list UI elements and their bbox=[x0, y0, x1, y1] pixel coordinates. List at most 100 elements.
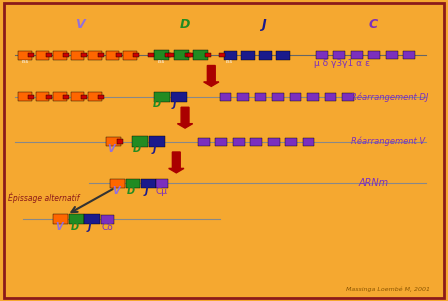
Text: J: J bbox=[145, 186, 148, 196]
Text: D: D bbox=[70, 222, 78, 231]
FancyBboxPatch shape bbox=[88, 51, 102, 60]
Text: D: D bbox=[180, 18, 190, 31]
Text: C: C bbox=[369, 18, 378, 31]
FancyBboxPatch shape bbox=[250, 138, 262, 146]
Text: Épissage alternatif: Épissage alternatif bbox=[8, 193, 79, 203]
FancyBboxPatch shape bbox=[149, 136, 165, 147]
Bar bbox=[28, 53, 34, 57]
Text: Cμ: Cμ bbox=[156, 187, 168, 196]
FancyBboxPatch shape bbox=[237, 93, 249, 101]
Text: V: V bbox=[112, 186, 120, 196]
FancyBboxPatch shape bbox=[324, 93, 336, 101]
FancyBboxPatch shape bbox=[53, 51, 67, 60]
Bar bbox=[168, 53, 174, 57]
FancyBboxPatch shape bbox=[71, 92, 84, 101]
FancyBboxPatch shape bbox=[198, 138, 210, 146]
Text: V: V bbox=[56, 222, 63, 231]
FancyBboxPatch shape bbox=[154, 92, 170, 102]
Text: Réarrangement V: Réarrangement V bbox=[351, 137, 425, 146]
FancyBboxPatch shape bbox=[71, 51, 84, 60]
Text: ARNm: ARNm bbox=[358, 178, 388, 188]
FancyBboxPatch shape bbox=[154, 50, 169, 60]
FancyBboxPatch shape bbox=[303, 138, 314, 146]
Bar bbox=[81, 95, 86, 99]
FancyBboxPatch shape bbox=[101, 215, 114, 224]
FancyBboxPatch shape bbox=[289, 93, 302, 101]
FancyBboxPatch shape bbox=[285, 138, 297, 146]
Bar bbox=[133, 53, 139, 57]
Text: V: V bbox=[75, 18, 85, 31]
Bar bbox=[46, 53, 52, 57]
FancyBboxPatch shape bbox=[259, 51, 272, 60]
FancyBboxPatch shape bbox=[36, 51, 49, 60]
FancyBboxPatch shape bbox=[307, 93, 319, 101]
Text: D: D bbox=[153, 99, 161, 109]
FancyArrow shape bbox=[177, 107, 193, 128]
Bar bbox=[165, 53, 172, 57]
Bar bbox=[98, 53, 104, 57]
FancyBboxPatch shape bbox=[125, 178, 140, 188]
FancyBboxPatch shape bbox=[333, 51, 345, 59]
FancyBboxPatch shape bbox=[171, 92, 187, 102]
FancyBboxPatch shape bbox=[110, 178, 125, 188]
FancyBboxPatch shape bbox=[123, 51, 137, 60]
Bar bbox=[187, 53, 194, 57]
Text: rss: rss bbox=[157, 59, 164, 64]
FancyBboxPatch shape bbox=[53, 214, 68, 224]
Bar bbox=[219, 53, 225, 57]
Bar bbox=[28, 95, 34, 99]
FancyBboxPatch shape bbox=[386, 51, 397, 59]
FancyBboxPatch shape bbox=[156, 179, 168, 188]
Bar bbox=[98, 95, 104, 99]
FancyBboxPatch shape bbox=[276, 51, 289, 60]
FancyBboxPatch shape bbox=[220, 93, 232, 101]
Bar bbox=[46, 95, 52, 99]
Text: Réarrangement DJ: Réarrangement DJ bbox=[351, 92, 429, 101]
Text: Cδ: Cδ bbox=[101, 222, 113, 231]
FancyBboxPatch shape bbox=[342, 93, 354, 101]
FancyBboxPatch shape bbox=[106, 51, 119, 60]
FancyBboxPatch shape bbox=[18, 92, 31, 101]
Text: J: J bbox=[88, 222, 91, 231]
FancyBboxPatch shape bbox=[272, 93, 284, 101]
Text: D: D bbox=[127, 186, 135, 196]
Bar bbox=[81, 53, 86, 57]
Bar bbox=[148, 53, 154, 57]
Bar bbox=[63, 53, 69, 57]
Text: J: J bbox=[172, 99, 176, 109]
FancyBboxPatch shape bbox=[141, 178, 156, 188]
FancyBboxPatch shape bbox=[224, 51, 237, 60]
Text: rss: rss bbox=[22, 59, 29, 64]
Text: J: J bbox=[153, 144, 156, 154]
FancyBboxPatch shape bbox=[241, 51, 254, 60]
Text: rss: rss bbox=[225, 59, 233, 64]
FancyBboxPatch shape bbox=[174, 50, 189, 60]
Text: V: V bbox=[107, 144, 114, 154]
FancyBboxPatch shape bbox=[194, 50, 208, 60]
FancyBboxPatch shape bbox=[36, 92, 49, 101]
FancyBboxPatch shape bbox=[368, 51, 380, 59]
FancyBboxPatch shape bbox=[351, 51, 362, 59]
FancyBboxPatch shape bbox=[132, 136, 148, 147]
FancyBboxPatch shape bbox=[215, 138, 227, 146]
Text: Massinga Loembé M, 2001: Massinga Loembé M, 2001 bbox=[346, 286, 430, 292]
Bar bbox=[63, 95, 69, 99]
FancyArrow shape bbox=[168, 152, 184, 173]
Text: μ δ γ3γ1 α ε: μ δ γ3γ1 α ε bbox=[314, 59, 370, 68]
FancyBboxPatch shape bbox=[233, 138, 245, 146]
Text: D: D bbox=[133, 144, 141, 154]
FancyArrow shape bbox=[204, 66, 219, 86]
Text: J: J bbox=[262, 18, 266, 31]
Bar bbox=[117, 139, 123, 144]
FancyBboxPatch shape bbox=[254, 93, 267, 101]
Bar bbox=[116, 53, 122, 57]
FancyBboxPatch shape bbox=[106, 137, 121, 146]
FancyBboxPatch shape bbox=[88, 92, 102, 101]
FancyBboxPatch shape bbox=[84, 214, 100, 224]
Bar bbox=[205, 53, 211, 57]
FancyBboxPatch shape bbox=[69, 214, 84, 224]
Bar bbox=[185, 53, 191, 57]
FancyBboxPatch shape bbox=[53, 92, 67, 101]
FancyBboxPatch shape bbox=[18, 51, 31, 60]
FancyBboxPatch shape bbox=[268, 138, 280, 146]
